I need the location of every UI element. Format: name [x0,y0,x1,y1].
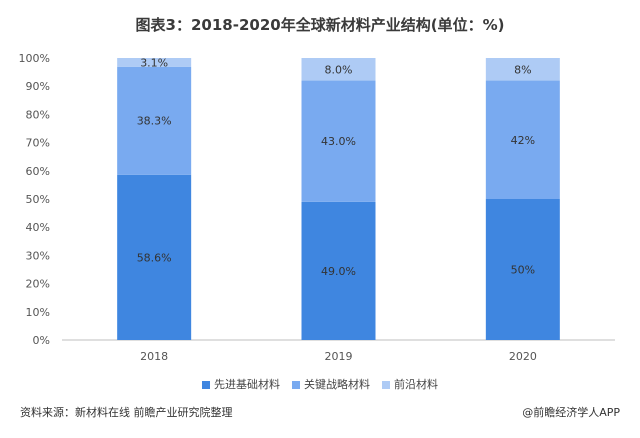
bar-segment [301,58,376,81]
x-tick-label: 2018 [140,350,168,363]
legend-item: 前沿材料 [382,376,438,392]
y-tick-label: 100% [19,52,50,65]
data-label: 58.6% [137,251,172,264]
data-label: 50% [511,264,535,277]
bar-segment [301,201,376,340]
legend-swatch [382,381,390,389]
brand-credit: @前瞻经济学人APP [522,406,620,419]
data-label: 3.1% [140,56,168,69]
y-tick-label: 10% [26,306,50,319]
stacked-bar-chart: 0% 10% 20% 30% 40% 50% 60% 70% 80% 90% 100% 58.6% 38… [19,52,615,363]
y-tick-label: 50% [26,193,50,206]
y-tick-label: 30% [26,249,50,262]
legend-label: 先进基础材料 [214,378,280,391]
bar-segment [485,80,560,199]
y-tick-label: 60% [26,165,50,178]
legend-label: 前沿材料 [394,378,438,391]
chart-legend: 先进基础材料 关键战略材料 前沿材料 [0,376,640,392]
bar-segment [485,58,560,81]
bar-segment [117,66,192,175]
data-label: 49.0% [321,265,356,278]
y-tick-label: 70% [26,137,50,150]
y-tick-label: 80% [26,108,50,121]
bar-segment [117,174,192,340]
y-tick-label: 90% [26,80,50,93]
data-label: 42% [511,134,535,147]
footer: 资料来源：新材料在线 前瞻产业研究院整理 @前瞻经济学人APP [20,404,620,420]
data-label: 38.3% [137,115,172,128]
y-tick-label: 0% [33,334,50,347]
x-tick-label: 2019 [325,350,353,363]
legend-swatch [202,381,210,389]
bar-segment [485,199,560,340]
chart-title: 图表3：2018-2020年全球新材料产业结构(单位：%) [135,16,505,34]
source-note: 资料来源：新材料在线 前瞻产业研究院整理 [20,406,233,419]
legend-item: 关键战略材料 [292,376,370,392]
bar-segment [301,80,376,202]
data-label: 43.0% [321,135,356,148]
legend-label: 关键战略材料 [304,378,370,391]
data-label: 8.0% [325,63,353,76]
y-tick-label: 20% [26,278,50,291]
legend-swatch [292,381,300,389]
bar-segment [117,58,192,67]
x-tick-label: 2020 [509,350,537,363]
legend-item: 先进基础材料 [202,376,280,392]
y-tick-label: 40% [26,221,50,234]
data-label: 8% [514,63,531,76]
